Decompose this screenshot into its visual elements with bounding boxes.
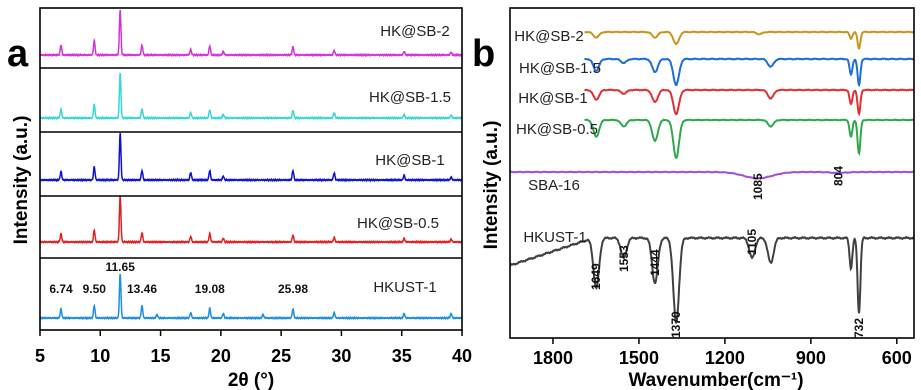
x-tick-label: 900 [796,348,826,368]
ftir-trace-hk-sb-1 [584,88,914,116]
ftir-trace-hk-sb-2 [584,30,915,50]
x-tick-label: 10 [90,346,110,366]
ftir-band-label: 804 [831,166,845,186]
xrd-trace-hk-sb-2 [39,9,463,58]
x-tick-label: 1200 [705,348,745,368]
ftir-band-label: 1553 [617,245,631,272]
ftir-trace-label: HKUST-1 [523,229,586,246]
panel-a-x-ticks: 5 10 15 20 25 30 35 40 [35,330,472,366]
panel-b-xlabel: Wavenumber(cm⁻¹) [628,370,803,390]
ftir-band-label: 1105 [745,229,759,255]
x-tick-label: 5 [35,346,45,366]
ftir-trace-label: HK@SB-1.5 [519,60,601,77]
panel-b-band-labels: 1649 1553 1444 1370 1105 1085 804 732 [589,166,866,338]
ftir-trace-label: HK@SB-2 [514,28,583,45]
ftir-band-label: 732 [852,318,866,338]
ftir-trace-hk-sb-0-5 [584,118,915,159]
xrd-peak-label: 13.46 [127,282,157,296]
ftir-band-label: 1370 [669,311,683,338]
xrd-trace-hk-sb-1-5 [39,72,463,121]
xrd-trace-label: HK@SB-1 [375,152,444,169]
x-tick-label: 40 [452,346,472,366]
xrd-trace-hkust-1 [39,273,463,321]
panel-a-peak-labels: 6.74 9.50 11.65 13.46 19.08 25.98 [49,260,308,296]
ftir-trace-label: HK@SB-0.5 [516,121,598,138]
ftir-trace-hk-sb-1-5 [584,57,914,88]
ftir-band-label: 1085 [751,173,765,200]
x-tick-label: 25 [271,346,291,366]
xrd-trace-hk-sb-0-5 [39,195,463,245]
x-tick-label: 30 [331,346,351,366]
x-tick-label: 35 [392,346,412,366]
panel-a-traces [39,9,463,321]
panel-a-trace-labels: HK@SB-2 HK@SB-1.5 HK@SB-1 HK@SB-0.5 HKUST-1 [357,23,451,296]
xrd-trace-label: HK@SB-0.5 [357,215,439,232]
xrd-peak-label: 9.50 [83,282,107,296]
panel-a-ylabel: Intensity (a.u.) [11,116,32,245]
panel-b-traces [509,30,915,324]
ftir-trace-label: HK@SB-1 [518,90,587,107]
x-tick-label: 600 [882,348,912,368]
panel-a-frame [39,7,463,331]
panel-b: b Intensity (a.u.) Wavenumber(cm⁻¹) HK@S… [472,7,915,390]
panel-a-xlabel: 2θ (°) [228,370,274,390]
xrd-peak-label: 11.65 [106,260,136,274]
ftir-band-label: 1649 [589,263,603,290]
ftir-trace-sba-16 [509,170,915,180]
panel-a-letter: a [7,33,29,75]
xrd-trace-label: HKUST-1 [373,279,436,296]
xrd-trace-label: HK@SB-1.5 [369,89,451,106]
panel-a: a Intensity (a.u.) 2θ (°) HK@SB-2 HK@SB-1… [7,7,472,390]
x-tick-label: 1800 [533,348,573,368]
panel-b-letter: b [472,33,495,75]
panel-b-trace-labels: HK@SB-2 HK@SB-1.5 HK@SB-1 HK@SB-0.5 SBA-16 HK… [514,28,601,246]
ftir-trace-label: SBA-16 [528,177,580,194]
xrd-peak-label: 19.08 [195,282,225,296]
xrd-peak-label: 25.98 [278,282,308,296]
ftir-trace-hkust-1 [509,235,915,324]
x-tick-label: 1500 [619,348,659,368]
ftir-band-label: 1444 [648,249,662,276]
x-tick-label: 15 [151,346,171,366]
panel-b-x-ticks: 1800 1500 1200 900 600 [533,338,912,368]
panel-b-ylabel: Intensity (a.u.) [481,121,502,250]
xrd-peak-label: 6.74 [49,282,73,296]
xrd-trace-label: HK@SB-2 [380,23,449,40]
panel-b-frame [509,7,915,339]
xrd-trace-hk-sb-1 [39,132,463,183]
x-tick-label: 20 [211,346,231,366]
